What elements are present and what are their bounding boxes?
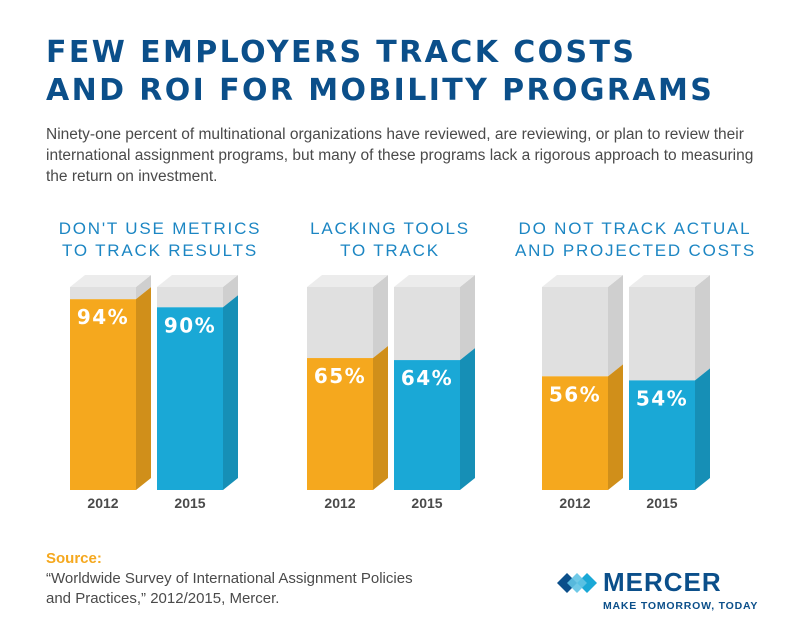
bar-2012 (70, 299, 136, 490)
bar-category-label: 2012 (324, 495, 355, 511)
logo-wordmark: MERCER (603, 567, 722, 597)
logo-tagline: MAKE TOMORROW, TODAY (603, 600, 759, 612)
group-title-metrics: DON'T USE METRICS TO TRACK RESULTS (40, 218, 280, 262)
bar-side-2015 (460, 348, 475, 490)
bar-empty-top (70, 275, 151, 287)
bar-category-label: 2015 (646, 495, 677, 511)
bar-empty-side (223, 275, 238, 308)
title-line-2: AND ROI FOR MOBILITY PROGRAMS (46, 73, 715, 108)
bar-category-label: 2015 (411, 495, 442, 511)
source-line-2: and Practices,” 2012/2015, Mercer. (46, 590, 280, 607)
mercer-logo-icon (557, 573, 597, 593)
bar-empty-side (460, 275, 475, 361)
group-title-metrics-line-2: TO TRACK RESULTS (61, 241, 258, 260)
group-title-costs-line-2: AND PROJECTED COSTS (515, 241, 757, 260)
bar-value-label: 94% (77, 305, 129, 329)
group-title-tools: LACKING TOOLS TO TRACK (270, 218, 510, 262)
bar-empty-top (157, 275, 238, 287)
bar-empty-top (629, 275, 710, 287)
bar-empty-front (542, 287, 608, 377)
bar-value-label: 56% (549, 382, 601, 406)
bar-empty-top (394, 275, 475, 287)
source-label: Source: (46, 550, 102, 567)
bar-value-label: 54% (636, 386, 688, 410)
bar-side-2015 (223, 295, 238, 490)
group-title-metrics-line-1: DON'T USE METRICS (58, 219, 262, 238)
bar-side-2012 (608, 364, 623, 490)
bar-empty-side (608, 275, 623, 377)
bar-empty-front (307, 287, 373, 359)
source-note: Source: “Worldwide Survey of Internation… (46, 549, 466, 609)
bar-empty-side (136, 275, 151, 300)
bar-side-2012 (136, 287, 151, 490)
bar-category-label: 2012 (559, 495, 590, 511)
bar-empty-front (394, 287, 460, 361)
bar-2015 (629, 380, 695, 490)
bar-2012 (542, 376, 608, 490)
bar-2015 (157, 307, 223, 490)
group-title-tools-line-2: TO TRACK (340, 241, 440, 260)
bar-value-label: 65% (314, 364, 366, 388)
bar-value-label: 64% (401, 366, 453, 390)
group-title-costs: DO NOT TRACK ACTUAL AND PROJECTED COSTS (515, 218, 755, 262)
bar-empty-front (629, 287, 695, 381)
bar-empty-front (157, 287, 223, 308)
bar-empty-side (373, 275, 388, 359)
bar-category-label: 2015 (174, 495, 205, 511)
bar-charts: 94% 2012 90% 2015 65% 2012 64% 2015 56% 2012 54% 20… (70, 275, 710, 511)
bar-2012 (307, 358, 373, 490)
title-line-1: FEW EMPLOYERS TRACK COSTS (46, 35, 637, 70)
page-subtitle: Ninety-one percent of multinational orga… (46, 126, 754, 185)
page-title: FEW EMPLOYERS TRACK COSTS AND ROI FOR MO… (46, 34, 714, 110)
bar-value-label: 90% (164, 313, 216, 337)
bar-2015 (394, 360, 460, 490)
bar-empty-side (695, 275, 710, 381)
group-title-tools-line-1: LACKING TOOLS (310, 219, 470, 238)
source-line-1: “Worldwide Survey of International Assig… (46, 570, 413, 587)
bar-empty-top (307, 275, 388, 287)
bar-empty-top (542, 275, 623, 287)
bar-empty-front (70, 287, 136, 300)
bar-category-label: 2012 (87, 495, 118, 511)
bar-side-2015 (695, 368, 710, 490)
bar-side-2012 (373, 346, 388, 490)
group-title-costs-line-1: DO NOT TRACK ACTUAL (518, 219, 752, 238)
